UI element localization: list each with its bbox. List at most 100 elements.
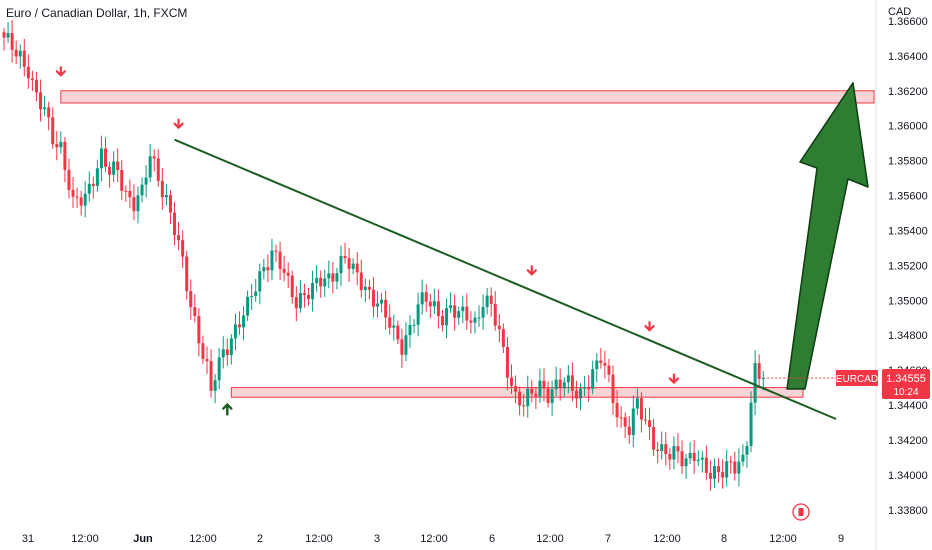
x-tick-label: Jun <box>133 533 153 545</box>
candle-body <box>339 255 343 274</box>
candle-body <box>270 250 274 271</box>
candle-body <box>108 166 112 175</box>
candle-body <box>579 388 583 399</box>
candle-body <box>514 385 518 392</box>
candle-body <box>449 305 453 308</box>
candle-body <box>124 190 128 192</box>
candle-body <box>30 78 34 80</box>
candle-body <box>583 387 587 389</box>
candle-body <box>432 301 436 307</box>
candle-body <box>652 426 656 450</box>
candle-body <box>729 461 733 463</box>
x-tick-label: 12:00 <box>653 533 681 545</box>
candle-body <box>71 189 75 197</box>
candle-body <box>331 273 335 282</box>
candle-body <box>664 444 668 455</box>
y-tick-label: 1.36600 <box>888 16 928 28</box>
candle-body <box>376 303 380 307</box>
candle-body <box>469 320 473 323</box>
candle-body <box>136 195 140 212</box>
x-tick-label: 2 <box>257 533 263 545</box>
candle-body <box>380 299 384 304</box>
y-tick-label: 1.34800 <box>888 330 928 342</box>
swing-high-marker-icon <box>668 373 679 385</box>
swing-high-marker-icon <box>55 66 66 77</box>
candle-body <box>416 304 420 325</box>
candle-body <box>757 363 761 379</box>
candle-body <box>266 267 270 271</box>
candle-body <box>485 295 489 308</box>
x-tick-label: 12:00 <box>536 533 564 545</box>
candle-body <box>63 141 67 170</box>
candle-body <box>18 50 22 57</box>
candle-body <box>741 454 745 462</box>
candle-body <box>445 307 449 326</box>
trendline[interactable] <box>174 138 837 420</box>
resistance-zone[interactable] <box>60 90 875 104</box>
candle-body <box>286 272 290 276</box>
candle-body <box>47 107 51 118</box>
candle-body <box>587 387 591 389</box>
candle-body <box>327 273 331 279</box>
candle-body <box>43 107 47 110</box>
candle-body <box>152 156 156 159</box>
target-arrow[interactable] <box>786 82 869 390</box>
flag-leaf-icon <box>798 508 804 516</box>
candle-body <box>323 278 327 287</box>
x-tick-label: 6 <box>489 533 495 545</box>
candle-body <box>22 50 26 67</box>
candle-body <box>725 461 729 478</box>
candle-body <box>250 296 254 298</box>
candle-body <box>132 197 136 212</box>
y-tick-label: 1.35400 <box>888 225 928 237</box>
candle-body <box>627 426 631 436</box>
candle-body <box>489 295 493 304</box>
last-price-tag <box>882 368 930 399</box>
candle-body <box>355 263 359 273</box>
x-tick-label: 3 <box>374 533 380 545</box>
candle-body <box>518 391 522 406</box>
candle-body <box>217 357 221 381</box>
candle-body <box>254 291 258 297</box>
candle-body <box>501 329 505 348</box>
candle-body <box>704 457 708 473</box>
candle-body <box>396 325 400 340</box>
candle-body <box>672 446 676 460</box>
candle-body <box>2 32 6 38</box>
chart-title: Euro / Canadian Dollar, 1h, FXCM <box>6 6 188 20</box>
candle-body <box>26 66 30 79</box>
candle-body <box>363 286 367 290</box>
candle-body <box>570 375 574 391</box>
candle-body <box>335 273 339 282</box>
candle-body <box>144 177 148 185</box>
candle-body <box>400 339 404 355</box>
price-axis-currency: CAD <box>888 6 912 18</box>
symbol-tag-label: EURCAD <box>836 374 878 385</box>
candle-body <box>173 212 177 236</box>
candle-body <box>558 379 562 389</box>
x-tick-label: 7 <box>605 533 611 545</box>
candle-body <box>692 452 696 461</box>
candle-body <box>457 311 461 318</box>
candle-body <box>201 343 205 359</box>
candle-body <box>749 402 753 446</box>
candle-body <box>534 393 538 397</box>
candle-body <box>599 360 603 364</box>
support-zone[interactable] <box>230 387 804 398</box>
candle-body <box>542 380 546 389</box>
candle-body <box>607 365 611 375</box>
candle-body <box>347 258 351 269</box>
candle-body <box>603 363 607 366</box>
candle-body <box>656 449 660 451</box>
y-tick-label: 1.35000 <box>888 295 928 307</box>
candle-body <box>436 301 440 317</box>
candle-body <box>700 457 704 460</box>
candle-body <box>83 193 87 206</box>
candle-body <box>258 271 262 292</box>
candle-body <box>708 472 712 479</box>
candle-body <box>229 338 233 356</box>
candle-body <box>424 292 428 302</box>
candle-body <box>75 196 79 198</box>
